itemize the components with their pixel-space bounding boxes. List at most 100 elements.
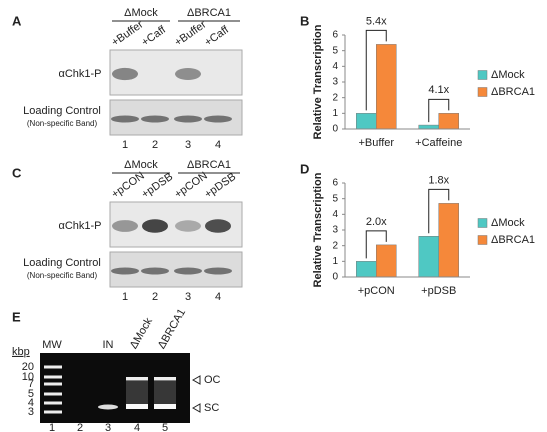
bracket bbox=[428, 188, 450, 234]
bar bbox=[356, 113, 377, 130]
smear bbox=[154, 381, 176, 405]
lane-number: 1 bbox=[49, 422, 55, 432]
ladder-size: 10 bbox=[22, 371, 34, 383]
y-tick-label: 6 bbox=[332, 178, 338, 189]
ladder-band bbox=[44, 401, 62, 405]
y-tick-label: 5 bbox=[332, 45, 338, 56]
sc-band bbox=[154, 404, 176, 409]
x-tick-label: +Caffeine bbox=[415, 137, 462, 149]
form-label: SC bbox=[204, 402, 219, 414]
y-tick-label: 0 bbox=[332, 124, 338, 135]
blot-label: αChk1-P bbox=[58, 220, 101, 232]
group-label: ΔMock bbox=[124, 159, 158, 171]
legend-swatch bbox=[477, 70, 488, 80]
panel-label: A bbox=[12, 13, 22, 28]
band bbox=[205, 219, 231, 233]
ladder-band bbox=[44, 375, 62, 379]
y-tick-label: 4 bbox=[332, 209, 338, 220]
lane-header: IN bbox=[103, 339, 114, 351]
lane-number: 4 bbox=[134, 422, 140, 432]
lane-number: 3 bbox=[185, 139, 191, 151]
treatment-label: +pDSB bbox=[203, 171, 239, 201]
form-marker bbox=[191, 403, 201, 413]
y-tick-label: 5 bbox=[332, 193, 338, 204]
y-axis-label: Relative Transcription bbox=[312, 24, 324, 139]
band bbox=[112, 220, 138, 232]
control-band bbox=[141, 115, 169, 123]
ladder-band bbox=[44, 392, 62, 396]
legend-label: ΔMock bbox=[491, 217, 525, 229]
lane-header: ΔMock bbox=[128, 315, 155, 351]
ladder-size: 20 bbox=[22, 361, 34, 373]
lane-header: MW bbox=[42, 339, 62, 351]
sc-band bbox=[126, 404, 148, 409]
legend-swatch bbox=[477, 218, 488, 228]
legend-swatch bbox=[477, 87, 488, 97]
y-tick-label: 2 bbox=[332, 92, 338, 103]
unit-label: kbp bbox=[12, 346, 30, 358]
lane-number: 3 bbox=[105, 422, 111, 432]
control-sublabel: (Non-specific Band) bbox=[27, 271, 98, 280]
sc-band bbox=[98, 404, 118, 410]
oc-band bbox=[126, 377, 148, 381]
bar bbox=[438, 203, 459, 278]
bar bbox=[438, 113, 459, 130]
y-axis-label: Relative Transcription bbox=[312, 172, 324, 287]
bar bbox=[376, 44, 397, 130]
fold-annotation: 5.4x bbox=[366, 15, 387, 27]
lane-number: 5 bbox=[162, 422, 168, 432]
lane-number: 1 bbox=[122, 139, 128, 151]
control-band bbox=[111, 267, 139, 275]
panel-label: E bbox=[12, 309, 21, 324]
control-band bbox=[204, 267, 232, 275]
ladder-band bbox=[44, 382, 62, 386]
y-tick-label: 2 bbox=[332, 240, 338, 251]
control-band bbox=[141, 267, 169, 275]
band bbox=[112, 67, 138, 81]
ladder-size: 3 bbox=[28, 406, 34, 418]
control-label: Loading Control bbox=[23, 257, 101, 269]
band bbox=[142, 219, 168, 233]
smear bbox=[126, 381, 148, 405]
y-tick-label: 4 bbox=[332, 61, 338, 72]
lane-number: 2 bbox=[152, 139, 158, 151]
form-marker bbox=[191, 375, 201, 385]
ladder-size: 4 bbox=[28, 397, 34, 409]
y-tick-label: 1 bbox=[332, 108, 338, 119]
y-tick-label: 6 bbox=[332, 30, 338, 41]
bar bbox=[418, 124, 439, 130]
control-label: Loading Control bbox=[23, 105, 101, 117]
lane-number: 2 bbox=[77, 422, 83, 432]
x-tick-label: +Buffer bbox=[358, 137, 394, 149]
group-label: ΔMock bbox=[124, 7, 158, 19]
legend-swatch bbox=[477, 235, 488, 245]
form-label: OC bbox=[204, 374, 221, 386]
lane-number: 3 bbox=[185, 291, 191, 303]
treatment-label: +Buffer bbox=[173, 18, 209, 48]
x-tick-label: +pCON bbox=[358, 285, 395, 297]
fold-annotation: 1.8x bbox=[428, 174, 449, 186]
lane-number: 4 bbox=[215, 139, 221, 151]
treatment-label: +pCON bbox=[110, 170, 147, 201]
x-tick-label: +pDSB bbox=[421, 285, 456, 297]
oc-band bbox=[154, 377, 176, 381]
band bbox=[175, 68, 201, 80]
fold-annotation: 2.0x bbox=[366, 216, 387, 228]
control-band bbox=[174, 115, 202, 123]
group-label: ΔBRCA1 bbox=[187, 7, 231, 19]
bracket bbox=[428, 98, 450, 123]
legend-label: ΔMock bbox=[491, 69, 525, 81]
lane-header: ΔBRCA1 bbox=[156, 307, 188, 351]
y-tick-label: 3 bbox=[332, 77, 338, 88]
legend-label: ΔBRCA1 bbox=[491, 234, 535, 246]
group-label: ΔBRCA1 bbox=[187, 159, 231, 171]
bar bbox=[418, 236, 439, 278]
lane-number: 2 bbox=[152, 291, 158, 303]
fold-annotation: 4.1x bbox=[428, 84, 449, 96]
treatment-label: +Buffer bbox=[110, 18, 146, 48]
panel-label: D bbox=[300, 161, 309, 176]
lane-number: 1 bbox=[122, 291, 128, 303]
ladder-size: 7 bbox=[28, 378, 34, 390]
treatment-label: +pDSB bbox=[140, 171, 176, 201]
control-band bbox=[174, 267, 202, 275]
